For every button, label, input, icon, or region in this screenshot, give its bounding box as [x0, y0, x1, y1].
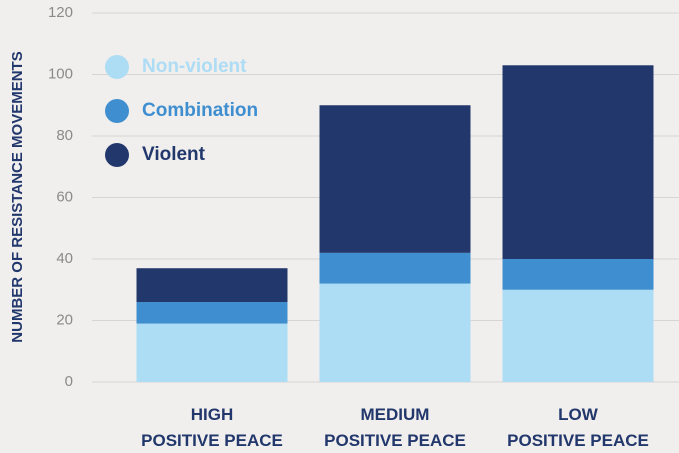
bar-segment: [136, 302, 288, 324]
bar-segment: [136, 323, 288, 382]
y-tick-label: 120: [48, 4, 73, 21]
y-tick-label: 0: [65, 373, 73, 390]
legend-swatch: [105, 55, 129, 79]
bar-segment: [502, 289, 654, 382]
x-tick-label: MEDIUM POSITIVE PEACE: [324, 405, 466, 450]
bar-segment: [136, 268, 288, 303]
legend-swatch: [105, 99, 129, 123]
bar-segment: [319, 252, 471, 284]
legend-label: Violent: [142, 144, 206, 165]
legend-label: Non-violent: [142, 56, 247, 77]
y-tick-label: 60: [56, 188, 73, 205]
bar-segment: [502, 259, 654, 290]
y-axis-label: NUMBER OF RESISTANCE MOVEMENTS: [9, 51, 26, 342]
bar-segment: [319, 283, 471, 382]
y-tick-label: 20: [56, 311, 73, 328]
y-tick-label: 80: [56, 127, 73, 144]
x-tick-label: HIGH POSITIVE PEACE: [141, 405, 283, 450]
bar-segment: [319, 105, 471, 253]
x-tick-label: LOW POSITIVE PEACE: [507, 405, 649, 450]
y-tick-label: 40: [56, 250, 73, 267]
legend-label: Combination: [142, 100, 258, 121]
legend-swatch: [105, 143, 129, 167]
bar-segment: [502, 65, 654, 260]
y-tick-label: 100: [48, 65, 73, 82]
